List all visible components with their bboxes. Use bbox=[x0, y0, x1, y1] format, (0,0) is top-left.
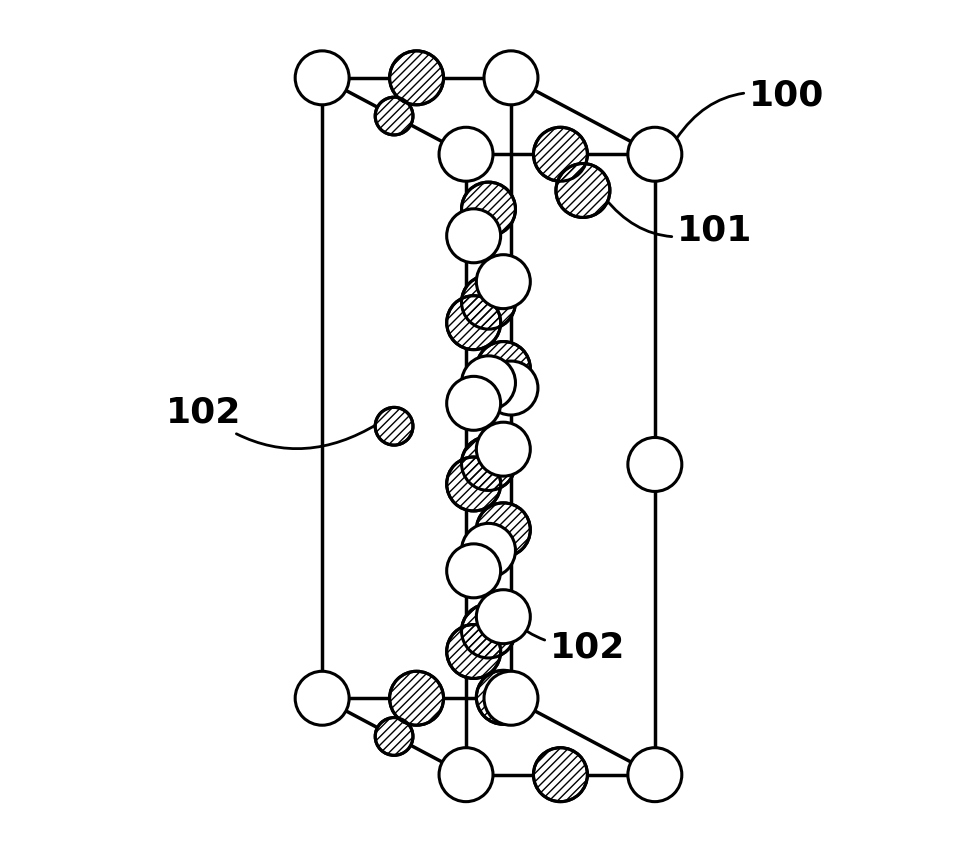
Circle shape bbox=[628, 438, 682, 492]
Circle shape bbox=[461, 604, 516, 658]
Circle shape bbox=[375, 717, 413, 756]
Circle shape bbox=[461, 437, 516, 490]
Circle shape bbox=[484, 51, 538, 105]
Circle shape bbox=[628, 748, 682, 801]
Circle shape bbox=[477, 503, 531, 557]
Circle shape bbox=[556, 164, 610, 217]
Circle shape bbox=[446, 209, 500, 263]
Circle shape bbox=[477, 342, 531, 395]
Circle shape bbox=[446, 457, 500, 511]
Circle shape bbox=[446, 624, 500, 678]
Text: 102: 102 bbox=[488, 589, 625, 664]
Circle shape bbox=[439, 748, 493, 801]
Circle shape bbox=[295, 51, 349, 105]
Text: 100: 100 bbox=[677, 79, 825, 138]
Circle shape bbox=[446, 544, 500, 598]
Circle shape bbox=[533, 127, 587, 181]
Circle shape bbox=[390, 672, 444, 725]
Circle shape bbox=[484, 361, 538, 415]
Circle shape bbox=[446, 296, 500, 349]
Circle shape bbox=[446, 377, 500, 430]
Circle shape bbox=[375, 407, 413, 445]
Text: 102: 102 bbox=[166, 396, 377, 449]
Circle shape bbox=[439, 127, 493, 181]
Circle shape bbox=[628, 127, 682, 181]
Circle shape bbox=[461, 276, 516, 329]
Circle shape bbox=[461, 182, 516, 236]
Circle shape bbox=[477, 671, 531, 724]
Circle shape bbox=[390, 51, 444, 105]
Circle shape bbox=[484, 672, 538, 725]
Circle shape bbox=[461, 356, 516, 410]
Circle shape bbox=[295, 672, 349, 725]
Circle shape bbox=[477, 589, 531, 644]
Circle shape bbox=[375, 98, 413, 135]
Circle shape bbox=[461, 523, 516, 577]
Circle shape bbox=[477, 254, 531, 309]
Circle shape bbox=[533, 748, 587, 801]
Circle shape bbox=[477, 422, 531, 477]
Text: 101: 101 bbox=[605, 198, 752, 248]
